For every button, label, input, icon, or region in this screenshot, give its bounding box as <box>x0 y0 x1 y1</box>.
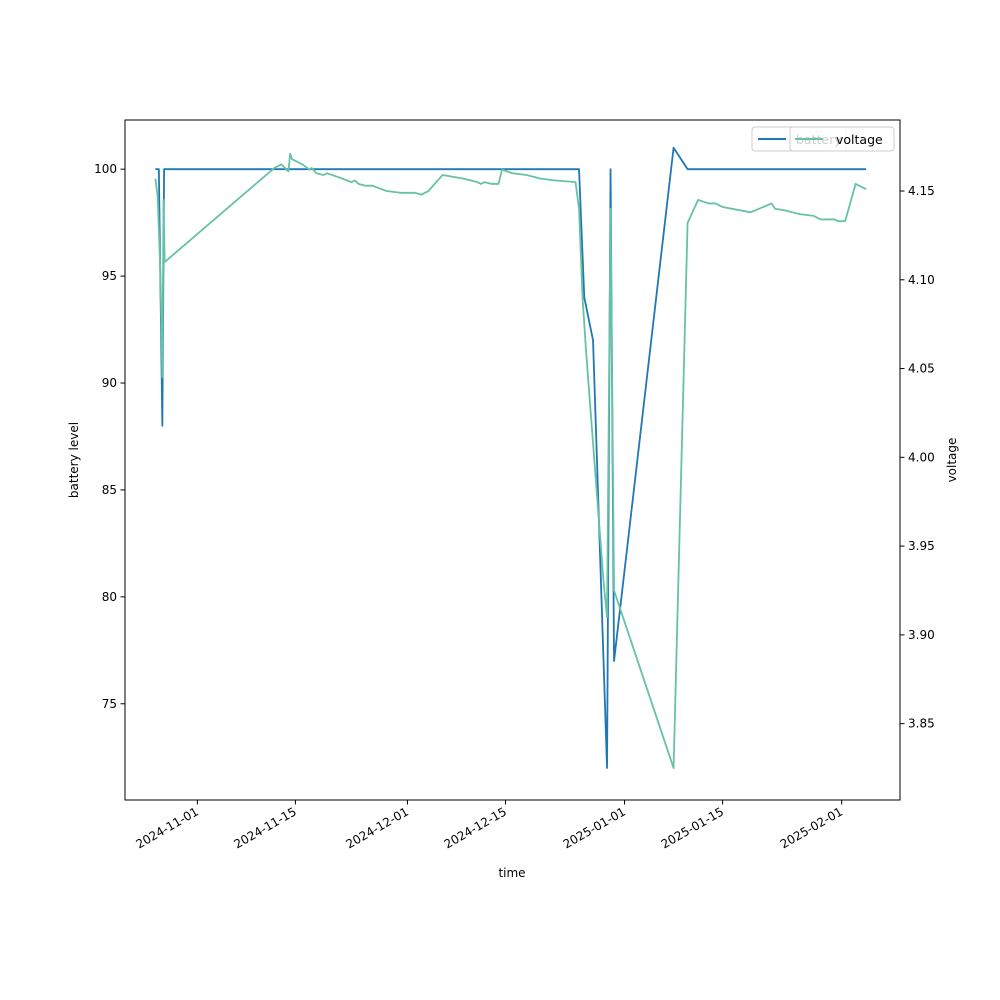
legend-voltage-label: voltage <box>836 132 883 147</box>
y-left-tick-label-100: 100 <box>94 162 117 176</box>
y-left-tick-label-85: 85 <box>102 483 117 497</box>
y-left-tick-label-90: 90 <box>102 376 117 390</box>
plot-frame <box>124 119 901 801</box>
series-layer <box>154 146 867 769</box>
y-right-tick-label-3-95: 3.95 <box>908 539 935 553</box>
y-left-tick-label-80: 80 <box>102 590 117 604</box>
y-axis-left-label: battery level <box>67 422 81 498</box>
y-left-tick-label-75: 75 <box>102 697 117 711</box>
y-right-tick-label-4-00: 4.00 <box>908 450 935 464</box>
y-right-tick-label-4-10: 4.10 <box>908 273 935 287</box>
legend-voltage: voltage <box>789 126 895 152</box>
y-right-tick-label-4-15: 4.15 <box>908 184 935 198</box>
y-axis-right: 3.85 3.90 3.95 4.00 4.05 4.10 4.15 <box>900 184 935 731</box>
plot-area <box>125 120 900 800</box>
y-axis-right-label: voltage <box>945 438 959 483</box>
x-axis-label: time <box>498 866 525 880</box>
y-right-tick-label-3-90: 3.90 <box>908 628 935 642</box>
legend-voltage-box <box>789 126 895 152</box>
y-right-tick-label-4-05: 4.05 <box>908 362 935 376</box>
y-axis-left: 75 80 85 90 95 100 <box>94 162 125 711</box>
y-right-tick-label-3-85: 3.85 <box>908 717 935 731</box>
series-line-voltage <box>154 152 867 769</box>
y-left-tick-label-95: 95 <box>102 269 117 283</box>
